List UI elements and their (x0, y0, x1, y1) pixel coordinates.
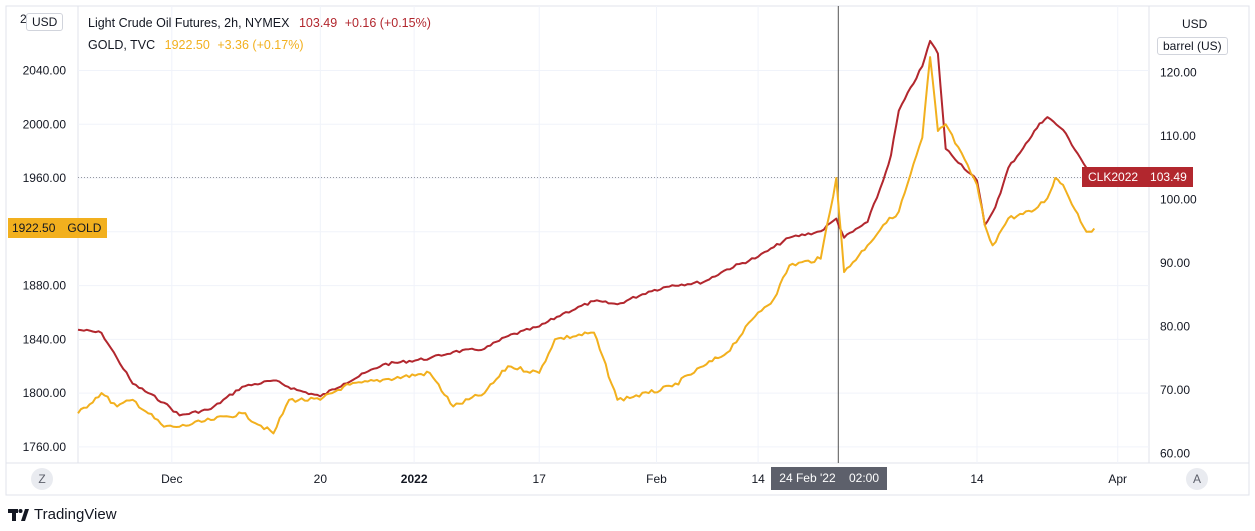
right-tick-label: 70.00 (1160, 383, 1190, 397)
right-tick-label: 120.00 (1160, 66, 1197, 80)
legend-gold[interactable]: GOLD, TVC 1922.50 +3.36 (+0.17%) (88, 38, 303, 52)
auto-scale-button[interactable]: A (1186, 468, 1208, 490)
tradingview-brand: TradingView (34, 506, 117, 523)
legend-oil-value: 103.49 (298, 16, 338, 30)
crosshair-time-label: 24 Feb '22 02:00 (771, 467, 887, 490)
legend-oil-name: Light Crude Oil Futures, 2h, NYMEX (88, 16, 290, 30)
legend-gold-value: 1922.50 (164, 38, 210, 52)
oil-price-tag-value: 103.49 (1150, 170, 1187, 185)
tradingview-logo-icon (8, 508, 29, 521)
time-tick-label: Feb (646, 472, 667, 486)
legend-oil-change: +0.16 (+0.15%) (344, 16, 431, 30)
legend-gold-name: GOLD, TVC (88, 38, 156, 52)
time-tick-label: 17 (533, 472, 547, 486)
left-tick-label: 1760.00 (23, 440, 67, 454)
right-currency-button[interactable]: USD (1177, 16, 1213, 32)
time-tick-label: 2022 (401, 472, 428, 486)
right-tick-label: 60.00 (1160, 446, 1190, 460)
left-tick-label: 2040.00 (23, 64, 67, 78)
plot-area[interactable] (77, 39, 1096, 435)
left-tick-label: 1880.00 (23, 279, 67, 293)
left-tick-label: 1800.00 (23, 386, 67, 400)
oil-price-tag: CLK2022 103.49 (1082, 167, 1193, 188)
left-tick-label: 2000.00 (23, 117, 67, 131)
left-tick-label: 1960.00 (23, 171, 67, 185)
grid (78, 6, 1149, 463)
right-tick-label: 100.00 (1160, 193, 1197, 207)
time-tick-label: Dec (161, 472, 182, 486)
right-tick-label: 80.00 (1160, 320, 1190, 334)
right-unit-button[interactable]: barrel (US) (1157, 37, 1228, 55)
right-tick-label: 110.00 (1160, 129, 1196, 143)
left-tick-label: 1840.00 (23, 332, 67, 346)
left-currency-button[interactable]: USD (26, 13, 64, 31)
gold-price-tag-value: 1922.50 (12, 221, 56, 236)
time-axis[interactable]: Dec 20 2022 17 Feb 14 14 Apr (161, 472, 1127, 486)
gold-price-tag: 1922.50 GOLD (8, 218, 108, 239)
left-axis[interactable]: 1760.001800.001840.001880.001920.001960.… (23, 64, 67, 454)
time-tick-label: 20 (314, 472, 328, 486)
auto-zoom-button[interactable]: Z (31, 468, 53, 490)
chart-frame (5, 5, 1250, 496)
right-axis[interactable]: 60.00 70.00 80.00 90.00 100.00 110.00 120.00 (1160, 66, 1197, 461)
legend-gold-change: +3.36 (+0.17%) (217, 38, 304, 52)
gold-series-line[interactable] (77, 56, 1096, 435)
time-tick-label: 14 (970, 472, 984, 486)
oil-series-line[interactable] (77, 39, 1096, 417)
time-tick-label: Apr (1108, 472, 1127, 486)
right-tick-label: 90.00 (1160, 256, 1190, 270)
gold-price-tag-label: GOLD (67, 221, 102, 236)
oil-price-tag-symbol: CLK2022 (1088, 170, 1139, 185)
legend-oil[interactable]: Light Crude Oil Futures, 2h, NYMEX 103.4… (88, 16, 431, 30)
tradingview-logo[interactable]: TradingView (8, 506, 117, 523)
left-axis-partial-label: 2 (20, 12, 27, 26)
time-tick-label: 14 (751, 472, 765, 486)
